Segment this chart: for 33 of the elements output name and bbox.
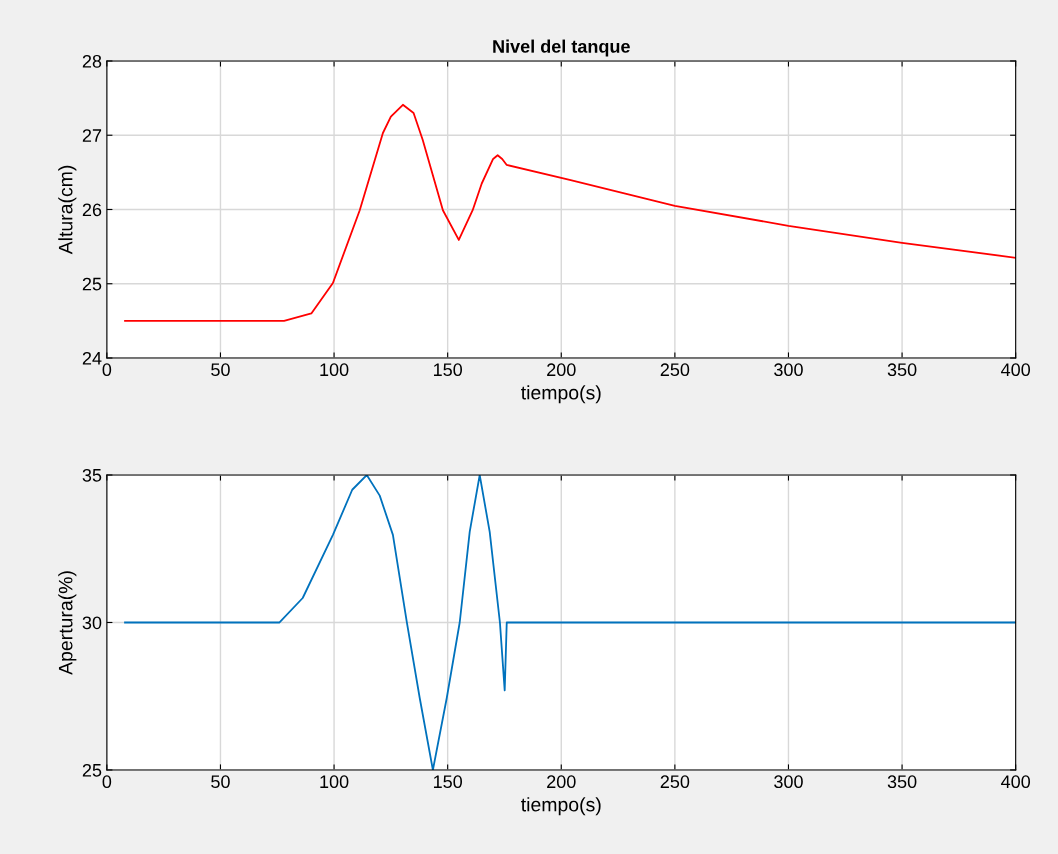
- line-series: [124, 474, 1016, 770]
- chart-title: Nivel del tanque: [493, 39, 630, 57]
- y-tick-label: 30: [82, 616, 102, 630]
- y-tick-label: 25: [82, 277, 102, 291]
- x-tick-label: 150: [433, 363, 463, 377]
- y-tick-label: 25: [82, 763, 102, 777]
- x-tick-label: 50: [211, 775, 230, 789]
- x-tick-label: 400: [1001, 775, 1031, 789]
- x-tick-label: 100: [320, 363, 349, 377]
- y-tick-label: 35: [82, 468, 102, 482]
- x-tick-label: 250: [660, 363, 690, 377]
- y-axis-title: Altura(cm): [58, 165, 77, 255]
- x-tick-label: 200: [547, 363, 576, 377]
- x-tick-label: 200: [547, 775, 576, 789]
- y-tick-label: 26: [82, 203, 102, 217]
- y-tick-label: 27: [82, 129, 102, 142]
- line-series: [124, 103, 1016, 322]
- x-tick-label: 0: [102, 363, 112, 377]
- x-tick-label: 300: [774, 363, 803, 377]
- x-tick-label: 350: [887, 775, 917, 789]
- x-tick-label: 0: [102, 775, 112, 789]
- x-tick-label: 250: [660, 775, 690, 789]
- y-tick-label: 28: [82, 54, 102, 68]
- x-tick-label: 400: [1001, 363, 1031, 377]
- x-tick-label: 100: [320, 775, 349, 789]
- x-tick-label: 350: [887, 363, 917, 377]
- x-tick-label: 50: [211, 363, 230, 377]
- x-tick-label: 300: [774, 775, 803, 789]
- y-tick-label: 24: [82, 351, 102, 365]
- y-axis-title: Apertura(%): [58, 571, 77, 675]
- x-tick-label: 150: [433, 775, 463, 789]
- x-axis-title: tiempo(s): [521, 385, 601, 404]
- x-axis-title: tiempo(s): [521, 797, 601, 816]
